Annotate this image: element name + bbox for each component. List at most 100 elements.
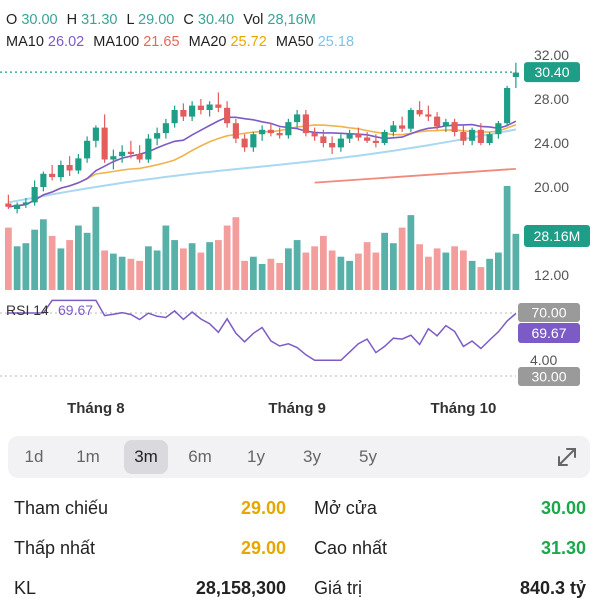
tab-6m[interactable]: 6m — [188, 447, 212, 466]
tab-5y[interactable]: 5y — [359, 447, 377, 466]
chart-canvas[interactable]: 32.00 28.00 24.00 20.00 12.00 30.40 28.16M RSI … — [0, 0, 600, 430]
high-value: 31.30 — [81, 12, 118, 28]
volume-bar — [206, 242, 213, 290]
tab-3m[interactable]: 3m — [124, 440, 168, 474]
tab-3y[interactable]: 3y — [303, 447, 321, 466]
ohlc-readout: O 30.00 H 31.30 L 29.00 C 30.40 Vol 28,1… — [6, 12, 316, 28]
candle-body — [434, 116, 441, 127]
ma100-label: MA100 — [93, 34, 140, 50]
candle-body — [145, 138, 152, 160]
stock-chart[interactable]: 32.00 28.00 24.00 20.00 12.00 30.40 28.16M RSI … — [0, 0, 600, 430]
volume-bar — [250, 256, 257, 290]
volume-value: 28,158,300 — [195, 578, 286, 598]
candle-body — [381, 132, 388, 143]
candle-body — [110, 156, 117, 160]
volume-bar — [407, 215, 415, 290]
candle-body — [119, 151, 126, 157]
candle-body — [101, 127, 108, 160]
volume-bar — [13, 246, 21, 290]
volume-badge-box — [524, 225, 590, 247]
rsi-line — [8, 299, 517, 362]
ma50-label: MA50 — [275, 34, 314, 50]
volume-bar — [363, 242, 371, 290]
volume-bar — [372, 252, 380, 290]
tab-1m[interactable]: 1m — [76, 447, 100, 466]
candle-body — [495, 123, 502, 135]
low-label: L — [126, 12, 135, 28]
timeframe-tabs: 1d 1m 3m 6m 1y 3y 5y — [8, 436, 590, 478]
volume-bar — [215, 240, 222, 290]
price-tick-label: 28.00 — [534, 91, 569, 107]
volume-bar — [381, 232, 388, 290]
candle-body — [180, 110, 187, 117]
expand-icon[interactable] — [554, 444, 580, 470]
candle-body — [329, 143, 336, 148]
candle-body — [5, 203, 12, 207]
volume-bar — [293, 240, 301, 290]
tab-1d[interactable]: 1d — [24, 447, 44, 466]
candle-body — [460, 132, 467, 141]
close-label: C — [183, 12, 194, 28]
rsi-label: RSI 14 — [6, 302, 49, 318]
volume-bar — [241, 260, 248, 290]
price-tick-label: 12.00 — [534, 267, 569, 283]
price-tick-label: 32.00 — [534, 47, 569, 63]
price-badge-box — [524, 62, 580, 83]
candle-body — [189, 105, 196, 117]
open-label: O — [6, 12, 18, 28]
volume-bar — [75, 225, 82, 290]
x-tick-label: Tháng 9 — [268, 400, 326, 417]
volume-bar — [136, 260, 143, 290]
volume-bar — [285, 248, 292, 290]
price-tick-label: 24.00 — [534, 135, 569, 151]
volume-bar — [153, 250, 161, 290]
volume-bar — [468, 260, 476, 290]
candle-body — [162, 123, 169, 134]
tab-1y[interactable]: 1y — [247, 447, 265, 466]
volume-bar — [477, 267, 485, 290]
ma10-line — [8, 116, 517, 208]
candle-body — [486, 134, 493, 143]
volume-bar — [101, 250, 108, 290]
candle-body — [390, 125, 397, 132]
high-label: H — [66, 12, 78, 28]
volume-bar — [390, 243, 397, 290]
stat-high: Cao nhất 31.30 — [314, 528, 586, 568]
volume-bar — [512, 233, 520, 290]
ma10-label: MA10 — [6, 34, 44, 50]
stat-reference: Tham chiếu 29.00 — [14, 488, 286, 528]
close-value: 30.40 — [197, 12, 235, 28]
candle-body — [469, 129, 476, 141]
candle-body — [84, 140, 91, 159]
volume-bar — [118, 256, 126, 290]
rsi-upper-badge-box — [518, 303, 580, 322]
rsi-lower-badge: 30.00 — [531, 369, 566, 385]
volume-badge: 28.16M — [534, 228, 581, 244]
rsi-readout: 69.67 — [58, 302, 93, 318]
candle-body — [416, 110, 423, 115]
high-price-value: 31.30 — [540, 538, 586, 558]
open-price-value: 30.00 — [540, 498, 586, 518]
candle-body — [259, 129, 266, 135]
volume-bar — [460, 250, 467, 290]
candle-body — [66, 165, 73, 171]
volume-bar — [145, 246, 152, 290]
candle-body — [372, 140, 379, 143]
candle-body — [75, 158, 82, 171]
ma20-label: MA20 — [188, 34, 227, 50]
volume-bar — [48, 235, 56, 290]
volume-bar — [503, 186, 511, 290]
volume-bar — [311, 246, 318, 290]
rsi-mid-tick-label: 4.00 — [530, 352, 557, 368]
volume-bar — [398, 227, 406, 290]
candle-body — [197, 105, 204, 110]
ma100-line — [314, 167, 516, 184]
volume-bar — [267, 258, 275, 290]
candle-body — [337, 138, 344, 148]
volume-bar — [127, 258, 135, 290]
volume-bar — [180, 248, 187, 290]
candle-body — [320, 136, 327, 143]
volume-bar — [337, 256, 345, 290]
high-price-label: Cao nhất — [314, 538, 388, 558]
ma50-value: 25.18 — [317, 34, 355, 50]
